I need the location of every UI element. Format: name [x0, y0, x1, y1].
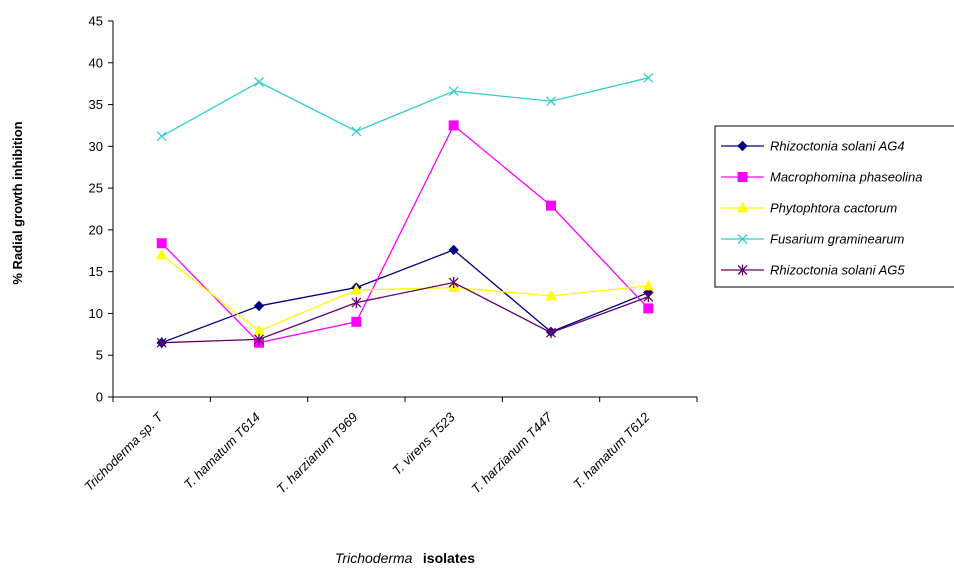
y-tick-label: 5 — [96, 348, 103, 363]
legend-item: Macrophomina phaseolina — [721, 170, 922, 185]
data-point — [546, 200, 556, 211]
axes — [112, 21, 697, 398]
data-point — [351, 297, 362, 309]
series-5 — [156, 277, 654, 349]
data-point — [643, 291, 654, 303]
y-tick-label: 20 — [89, 222, 103, 237]
y-axis-ticks: 0 5 10 15 20 25 30 35 40 45 — [89, 14, 113, 405]
legend-label: Rhizoctonia solani AG5 — [770, 263, 905, 278]
x-tick-label: T. hamatum T612 — [570, 409, 653, 492]
data-point — [448, 277, 459, 289]
series-line — [161, 77, 649, 137]
data-point — [642, 279, 655, 291]
x-axis-label-bold: isolates — [423, 550, 475, 566]
legend-marker — [737, 264, 748, 276]
y-tick-label: 25 — [89, 181, 103, 196]
series-line — [161, 124, 649, 344]
legend-item: Rhizoctonia solani AG5 — [721, 263, 905, 278]
x-axis-label-italic: Trichoderma — [335, 550, 413, 566]
y-tick-label: 40 — [89, 55, 103, 70]
legend-item: Rhizoctonia solani AG4 — [721, 139, 905, 154]
legend-marker — [737, 172, 748, 182]
data-point — [448, 120, 459, 131]
y-tick-label: 45 — [89, 14, 103, 29]
data-point — [546, 327, 556, 339]
data-point — [254, 333, 264, 345]
legend-label: Phytophtora cactorum — [770, 201, 897, 216]
legend-label: Macrophomina phaseolina — [770, 170, 922, 185]
series-group — [155, 72, 655, 349]
y-tick-label: 0 — [96, 390, 103, 405]
x-tick-label: T. hamatum T614 — [181, 410, 263, 492]
legend: Rhizoctonia solani AG4 Macrophomina phase… — [714, 125, 954, 288]
data-point — [643, 303, 654, 314]
legend-label: Rhizoctonia solani AG4 — [770, 139, 905, 154]
legend-marker — [737, 140, 748, 152]
series-1 — [156, 244, 654, 348]
data-point — [156, 337, 167, 349]
x-tick-label: Trichoderma sp. T — [81, 409, 166, 494]
data-point — [448, 86, 459, 97]
y-tick-label: 10 — [89, 306, 103, 321]
legend-label: Fusarium graminearum — [770, 232, 905, 247]
data-point — [156, 131, 167, 142]
y-tick-label: 30 — [89, 139, 103, 154]
data-point — [546, 96, 556, 107]
legend-item: Phytophtora cactorum — [721, 201, 897, 216]
series-line — [161, 254, 649, 332]
x-axis-label: Trichoderma isolates — [335, 550, 475, 567]
series-2 — [156, 120, 654, 348]
y-tick-label: 35 — [89, 97, 103, 112]
series-line — [161, 281, 649, 344]
series-line — [161, 249, 649, 344]
data-point — [643, 72, 654, 83]
data-point — [155, 248, 168, 260]
data-point — [448, 244, 459, 256]
legend-item: Fusarium graminearum — [721, 232, 905, 247]
x-tick-label: T. harzianum T447 — [468, 409, 555, 496]
x-axis-ticks: Trichoderma sp. T T. hamatum T614 T. harzi… — [81, 397, 698, 497]
data-point — [350, 284, 363, 295]
data-point — [351, 126, 362, 137]
x-tick-label: T. harzianum T969 — [274, 410, 361, 497]
data-point — [253, 324, 265, 336]
y-tick-label: 15 — [89, 264, 103, 279]
legend-box — [714, 125, 954, 288]
y-axis-label: % Radial growth inhibition — [10, 121, 25, 284]
data-point — [254, 77, 264, 87]
x-tick-label: T. virens T523 — [389, 409, 458, 478]
legend-marker — [737, 234, 748, 244]
data-point — [545, 289, 557, 301]
data-point — [351, 316, 362, 327]
data-point — [253, 300, 265, 312]
legend-marker — [736, 201, 749, 213]
data-point — [156, 238, 167, 249]
series-4 — [156, 72, 654, 142]
